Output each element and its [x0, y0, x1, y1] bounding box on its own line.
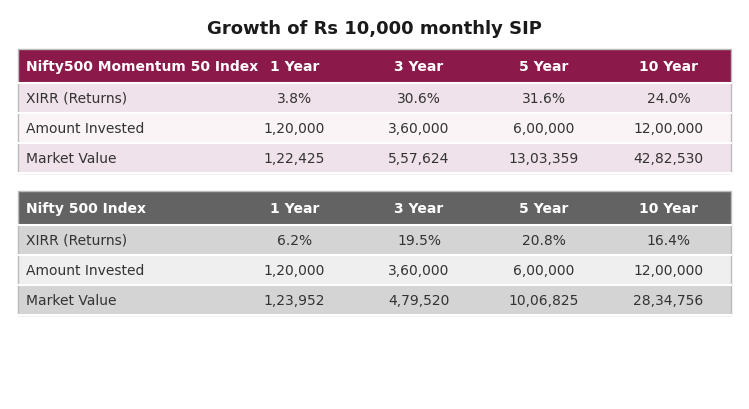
Bar [18, 285, 731, 315]
Text: 12,00,000: 12,00,000 [634, 122, 703, 136]
Text: 28,34,756: 28,34,756 [634, 293, 704, 307]
Text: Market Value: Market Value [26, 293, 117, 307]
Text: 10 Year: 10 Year [639, 202, 698, 216]
Bar [606, 50, 731, 84]
Text: 13,03,359: 13,03,359 [509, 152, 579, 166]
Text: 1,22,425: 1,22,425 [264, 152, 325, 166]
Text: 5 Year: 5 Year [519, 60, 568, 74]
Bar [18, 84, 731, 114]
Text: 24.0%: 24.0% [646, 92, 691, 106]
Text: Amount Invested: Amount Invested [26, 263, 145, 277]
Text: 16.4%: 16.4% [646, 234, 691, 247]
Text: Amount Invested: Amount Invested [26, 122, 145, 136]
Bar [482, 50, 606, 84]
Bar [18, 225, 731, 255]
Text: Nifty 500 Index: Nifty 500 Index [26, 202, 146, 216]
Text: 20.8%: 20.8% [522, 234, 565, 247]
Text: 5 Year: 5 Year [519, 202, 568, 216]
Bar [18, 191, 232, 225]
Text: 6,00,000: 6,00,000 [513, 122, 574, 136]
Text: Growth of Rs 10,000 monthly SIP: Growth of Rs 10,000 monthly SIP [207, 20, 542, 38]
Bar [18, 114, 731, 144]
Text: Nifty500 Momentum 50 Index: Nifty500 Momentum 50 Index [26, 60, 258, 74]
Text: 3,60,000: 3,60,000 [389, 122, 449, 136]
Text: XIRR (Returns): XIRR (Returns) [26, 234, 127, 247]
Text: 31.6%: 31.6% [522, 92, 565, 106]
Text: 10,06,825: 10,06,825 [509, 293, 579, 307]
Text: 3.8%: 3.8% [276, 92, 312, 106]
Text: 1,20,000: 1,20,000 [264, 122, 325, 136]
Text: Market Value: Market Value [26, 152, 117, 166]
Bar [18, 50, 232, 84]
Bar [482, 191, 606, 225]
Bar [357, 191, 482, 225]
Text: 1 Year: 1 Year [270, 202, 319, 216]
Text: 6,00,000: 6,00,000 [513, 263, 574, 277]
Text: XIRR (Returns): XIRR (Returns) [26, 92, 127, 106]
Text: 3 Year: 3 Year [395, 202, 443, 216]
Bar [18, 50, 731, 173]
Bar [357, 50, 482, 84]
Text: 1 Year: 1 Year [270, 60, 319, 74]
Text: 42,82,530: 42,82,530 [634, 152, 703, 166]
Text: 1,20,000: 1,20,000 [264, 263, 325, 277]
Text: 3 Year: 3 Year [395, 60, 443, 74]
Text: 30.6%: 30.6% [397, 92, 441, 106]
Text: 19.5%: 19.5% [397, 234, 441, 247]
Bar [232, 191, 357, 225]
Text: 10 Year: 10 Year [639, 60, 698, 74]
Text: 3,60,000: 3,60,000 [389, 263, 449, 277]
Text: 6.2%: 6.2% [276, 234, 312, 247]
Text: 4,79,520: 4,79,520 [389, 293, 449, 307]
Bar [18, 191, 731, 315]
Bar [18, 144, 731, 173]
Bar [18, 255, 731, 285]
Bar [606, 191, 731, 225]
Text: 12,00,000: 12,00,000 [634, 263, 703, 277]
Bar [232, 50, 357, 84]
Text: 1,23,952: 1,23,952 [264, 293, 325, 307]
Text: 5,57,624: 5,57,624 [389, 152, 449, 166]
